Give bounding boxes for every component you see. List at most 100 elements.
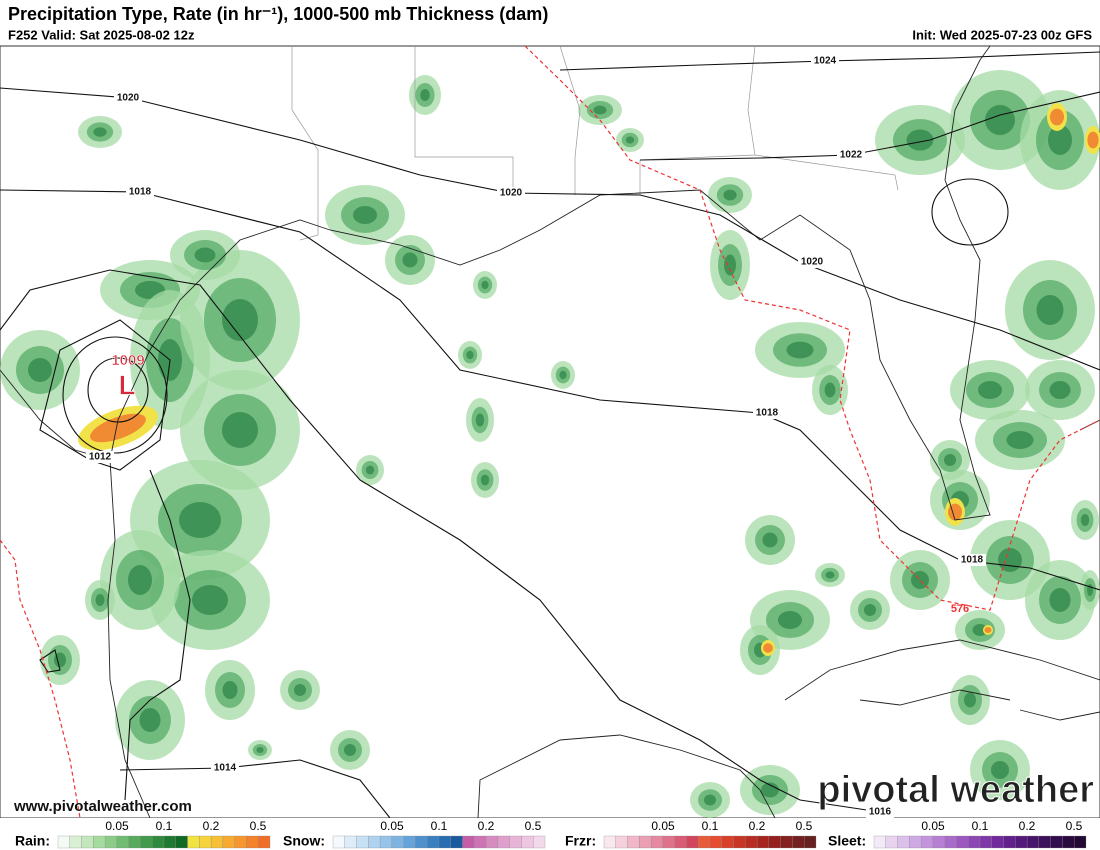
legend-swatch [356,835,369,849]
legend-swatch [222,835,235,849]
rain-core [1080,514,1090,526]
label-bg [86,451,114,463]
contour-label: 1024 [814,56,837,67]
legend-swatch [497,835,510,849]
legend-swatch [187,835,200,849]
legend-tick: 0.2 [1019,819,1036,833]
legend-swatch [128,835,141,849]
legend-swatch [979,835,992,849]
legend-swatch [627,835,640,849]
rain-core [559,370,567,380]
heavy-rain-core [1050,108,1064,126]
legend-swatch [234,835,247,849]
rain-core [1049,381,1071,399]
rain-core [723,189,737,201]
legend-swatch [427,835,440,849]
legend-tick: 0.05 [380,819,404,833]
legend-swatch [873,835,886,849]
rain-core [704,794,716,806]
rain-core [179,502,221,538]
legend-tick: 0.5 [796,819,813,833]
rain-core [466,350,474,360]
legend-swatch [780,835,793,849]
legend-swatch [368,835,381,849]
contour-label: 1020 [117,93,140,104]
rain-core [139,708,161,732]
legend-swatch [1062,835,1075,849]
rain-core [420,89,430,101]
legend-tick: 0.1 [431,819,448,833]
rain-core [1049,588,1071,612]
thickness-label: 576 [951,603,969,615]
legend-label: Sleet: [828,833,866,849]
legend-tick: 0.2 [203,819,220,833]
legend-swatch [1003,835,1016,849]
label-bg [866,806,894,818]
legend-swatch [932,835,945,849]
legend-swatch [104,835,118,849]
rain-core [991,761,1009,779]
init-time: Init: Wed 2025-07-23 00z GFS [912,27,1092,42]
legend-tick: 0.05 [651,819,675,833]
contour-label: 1018 [961,555,984,566]
legend-swatch [344,835,357,849]
contour-label: 1022 [840,150,863,161]
contour-label: 1018 [756,408,779,419]
rain-core [222,681,238,699]
legend-swatch [639,835,652,849]
label-bg [811,55,839,67]
legend-swatch [897,835,910,849]
legend-swatch [403,835,416,849]
legend-swatch [450,835,463,849]
legend-swatch [391,835,404,849]
rain-core [256,747,264,753]
legend-swatch [721,835,734,849]
rain-core [344,744,356,756]
rain-core [778,611,802,629]
legend-swatch [246,835,259,849]
contour-label: 1014 [214,763,237,774]
legend-swatch [438,835,451,849]
legend-swatch [944,835,957,849]
rain-core [93,127,107,137]
label-bg [837,149,865,161]
legend-label: Snow: [283,833,325,849]
legend-swatch [163,835,176,849]
legend-swatch [379,835,393,849]
label-bg [114,92,142,104]
legend-swatch [415,835,428,849]
legend-swatch [332,835,345,849]
legend-swatch [709,835,722,849]
legend-tick: 0.1 [972,819,989,833]
legend-swatch [1050,835,1063,849]
legend-tick: 0.2 [478,819,495,833]
valid-time: F252 Valid: Sat 2025-08-02 12z [8,27,195,42]
low-symbol: L [118,369,135,400]
legend-swatch [140,835,153,849]
legend-swatch [1015,835,1028,849]
label-bg [126,186,154,198]
legend-swatch [474,835,487,849]
rain-core [972,624,988,636]
contour-label: 1020 [500,188,523,199]
rain-core [1036,295,1064,325]
legend-swatch [1074,835,1087,849]
rain-core [762,532,778,548]
label-bg [798,256,826,268]
legend-swatch [509,835,522,849]
legend-swatch [199,835,212,849]
title: Precipitation Type, Rate (in hr⁻¹), 1000… [8,4,548,24]
rain-core [95,594,105,606]
contour-label: 1018 [129,187,152,198]
legend-swatch [258,835,271,849]
thickness-line [524,45,1100,611]
legend-swatch [533,835,546,849]
rain-core [724,254,736,276]
legend-swatch [674,835,687,849]
rain-core [128,565,152,595]
legend-swatch [804,835,817,849]
thickness-line [0,539,81,819]
rain-core [402,252,418,268]
rain-core [593,105,607,115]
